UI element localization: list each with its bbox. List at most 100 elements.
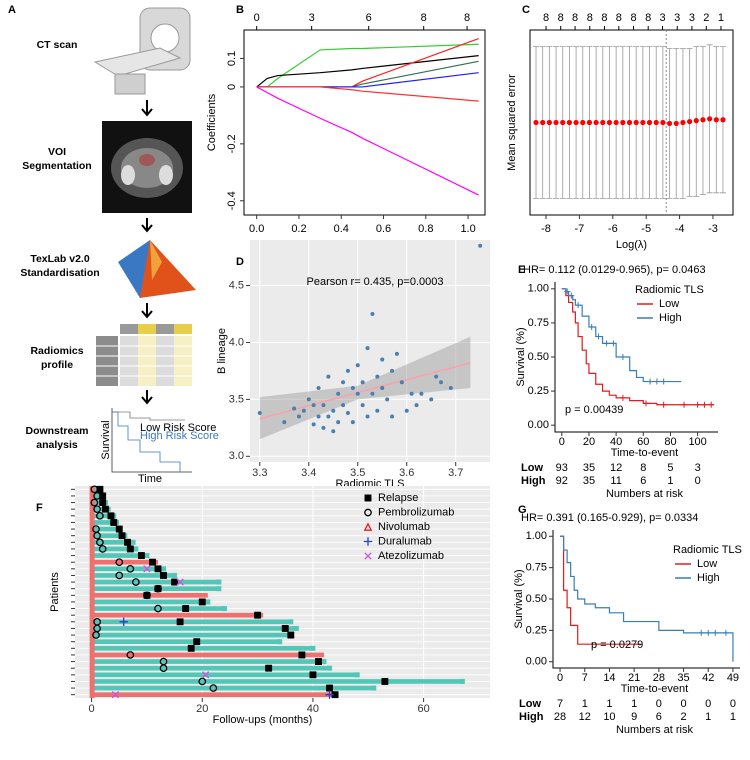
follow-up-bar	[91, 692, 336, 698]
point	[370, 391, 375, 396]
point	[336, 391, 341, 396]
follow-up-end	[327, 665, 333, 671]
follow-up-bar	[91, 599, 208, 605]
follow-up-bar	[91, 679, 463, 684]
risk-count: 35	[583, 462, 595, 474]
x-tick-label: 3.5	[350, 467, 365, 479]
coefficient-path	[256, 55, 479, 88]
event-marker	[101, 505, 109, 513]
mse-point	[566, 119, 572, 126]
x-tick-label: 0.6	[376, 223, 391, 235]
event-marker	[187, 644, 195, 652]
follow-up-end	[277, 639, 283, 645]
follow-up-bar	[91, 645, 313, 651]
x-tick-label: 0	[557, 672, 563, 684]
x-tick-label: 14	[603, 672, 615, 684]
follow-up-bar	[91, 685, 374, 691]
top-tick-label: 2	[703, 12, 709, 24]
top-tick-label: 3	[689, 12, 695, 24]
point	[331, 408, 336, 413]
event-marker	[154, 565, 162, 573]
risk-count: 1	[631, 698, 637, 710]
inset-xlabel: Time	[138, 473, 162, 485]
mse-point	[707, 116, 713, 122]
event-marker	[92, 525, 100, 533]
mse-point	[713, 117, 719, 123]
x-tick-label: 20	[196, 703, 208, 715]
top-tick-label: 8	[630, 12, 636, 24]
mse-point	[666, 120, 673, 127]
mse-point	[626, 119, 633, 126]
point	[380, 357, 385, 362]
ct-scanner-icon	[93, 7, 191, 95]
panel-letter: F	[36, 502, 43, 514]
x-tick-label: 100	[688, 436, 706, 448]
point	[326, 414, 331, 419]
point	[439, 380, 444, 385]
top-tick-label: 3	[309, 12, 315, 24]
event-marker	[143, 591, 151, 600]
point	[399, 380, 404, 385]
follow-up-bar	[91, 672, 358, 678]
follow-up-end	[371, 685, 377, 691]
x-tick-label: 42	[702, 672, 714, 684]
plot-frame	[243, 29, 486, 216]
chart-title: HR= 0.112 (0.0129-0.965), p= 0.0463	[523, 264, 706, 276]
follow-up-bar	[91, 500, 106, 505]
x-tick-label: -4	[675, 223, 685, 235]
x-tick-label: -6	[608, 223, 618, 235]
follow-up-end	[133, 546, 139, 552]
censor-mark	[610, 340, 617, 347]
top-tick-label: 3	[674, 12, 680, 24]
annotation: p = 0.00439	[565, 404, 623, 416]
x-tick-label: 35	[677, 672, 689, 684]
event-marker	[193, 638, 201, 646]
x-axis-title: Time-to-event	[621, 683, 688, 695]
legend-marker	[364, 494, 372, 502]
y-tick-label: 0.25	[526, 624, 547, 636]
risk-count: 10	[603, 711, 615, 723]
risk-count: 1	[667, 475, 673, 487]
x-tick-label: 21	[628, 672, 640, 684]
x-tick-label: -7	[575, 223, 585, 235]
censor-mark	[681, 401, 688, 408]
risk-count: 6	[656, 711, 662, 723]
censor-mark	[694, 401, 701, 408]
follow-up-bar	[91, 659, 324, 664]
point	[350, 420, 355, 425]
censor-mark	[705, 629, 712, 636]
risk-count: 0	[705, 698, 711, 710]
x-tick-label: 3.7	[448, 467, 463, 479]
follow-up-bar	[91, 606, 225, 611]
point	[336, 420, 341, 425]
plot-background	[250, 240, 490, 462]
censor-mark	[708, 401, 715, 408]
follow-up-bar	[91, 533, 125, 539]
top-tick-label: 8	[543, 12, 549, 24]
point	[414, 403, 419, 408]
risk-count: 0	[680, 698, 686, 710]
follow-up-bar	[91, 546, 136, 552]
point	[292, 406, 297, 411]
event-marker	[115, 558, 124, 566]
legend-title: Radiomic TLS	[635, 284, 704, 296]
censor-mark	[701, 401, 708, 408]
top-tick-label: 8	[601, 12, 607, 24]
point	[404, 408, 409, 413]
arrow	[141, 100, 153, 117]
event-marker	[99, 499, 107, 507]
event-marker	[126, 565, 135, 573]
risk-count: 3	[695, 462, 701, 474]
coefficient-path	[256, 86, 479, 102]
follow-up-end	[205, 599, 211, 605]
baseline-band	[89, 486, 95, 698]
legend-marker	[363, 522, 373, 531]
event-marker	[90, 498, 99, 507]
censor-mark	[653, 378, 660, 385]
risk-count: 5	[667, 462, 673, 474]
risk-row-name: Low	[521, 462, 543, 474]
legend-label: Low	[659, 298, 679, 310]
follow-up-end	[221, 606, 227, 612]
mse-point	[600, 119, 606, 126]
x-axis-title: Time-to-event	[611, 447, 678, 459]
